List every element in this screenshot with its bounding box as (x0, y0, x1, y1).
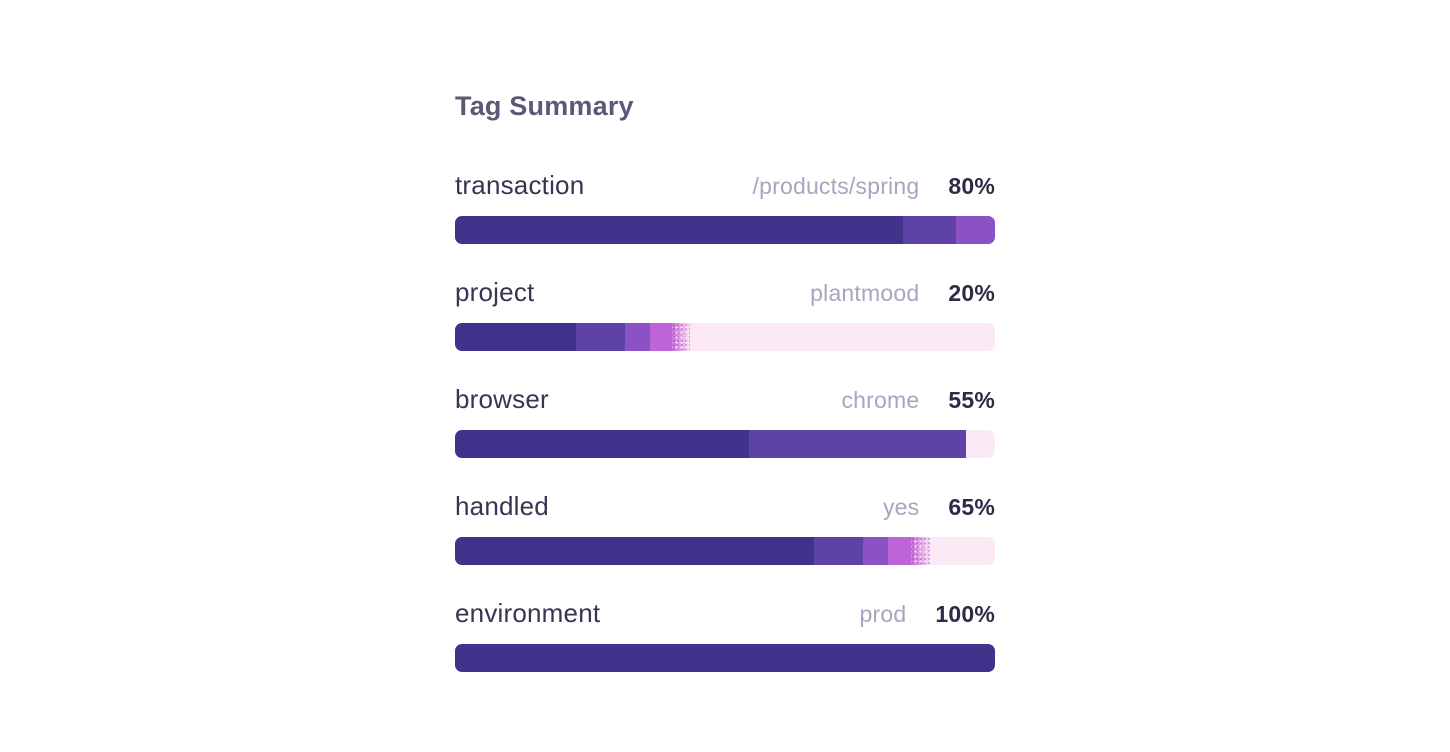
tag-row: browser chrome 55% (455, 384, 995, 458)
bar-segment (455, 323, 576, 351)
bar-segment (625, 323, 650, 351)
tag-name: transaction (455, 170, 585, 200)
tag-top-value: prod (859, 601, 907, 627)
tag-name: environment (455, 598, 601, 628)
tag-bar (455, 430, 995, 458)
bar-segment (455, 430, 750, 458)
tag-bar (455, 644, 995, 672)
tag-top-value: /products/spring (752, 173, 920, 199)
tag-percent: 55% (948, 387, 995, 413)
tag-percent: 80% (948, 173, 995, 199)
tag-row: handled yes 65% (455, 491, 995, 565)
tag-percent: 100% (935, 601, 995, 627)
bar-segment (814, 537, 864, 565)
tag-row: project plantmood 20% (455, 277, 995, 351)
bar-segment (749, 430, 967, 458)
tag-row-head: browser chrome 55% (455, 384, 995, 415)
panel-title: Tag Summary (455, 91, 634, 121)
bar-segment-fade (910, 537, 931, 565)
tag-row-head: transaction /products/spring 80% (455, 170, 995, 201)
bar-segment (575, 323, 626, 351)
bar-segment-fade (672, 323, 690, 351)
tag-bar (455, 216, 995, 244)
tag-name: project (455, 277, 535, 307)
tag-name: browser (455, 384, 549, 414)
bar-segment (903, 216, 957, 244)
tag-summary-panel: Tag Summary transaction /products/spring… (455, 0, 995, 672)
tag-row-head: project plantmood 20% (455, 277, 995, 308)
tag-row-head: environment prod 100% (455, 598, 995, 629)
bar-segment (455, 216, 904, 244)
tag-bar (455, 323, 995, 351)
tag-percent: 20% (948, 280, 995, 306)
tag-name: handled (455, 491, 549, 521)
bar-segment (887, 537, 911, 565)
bar-segment (649, 323, 673, 351)
tag-top-value: plantmood (810, 280, 920, 306)
bar-segment (863, 537, 888, 565)
tag-row-head: handled yes 65% (455, 491, 995, 522)
tag-bar (455, 537, 995, 565)
tag-top-value: yes (882, 494, 920, 520)
bar-segment (956, 216, 995, 244)
tag-percent: 65% (948, 494, 995, 520)
tag-row: environment prod 100% (455, 598, 995, 672)
tag-row: transaction /products/spring 80% (455, 170, 995, 244)
bar-segment (455, 644, 995, 672)
tag-top-value: chrome (841, 387, 920, 413)
bar-segment (455, 537, 815, 565)
